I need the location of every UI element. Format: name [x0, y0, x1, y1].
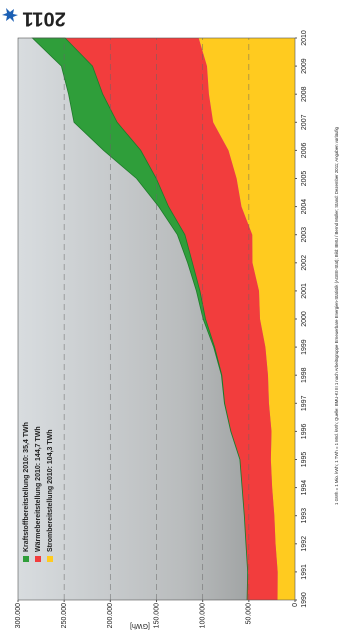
- y-tick-label: 50.000: [246, 603, 253, 625]
- x-tick-label: 2005: [301, 171, 308, 187]
- area: [65, 38, 278, 600]
- y-axis-label: [GWh]: [130, 622, 150, 629]
- x-tick-label: 1996: [301, 424, 308, 440]
- y-tick-label: 150.000: [153, 603, 160, 628]
- x-tick-label: 1993: [301, 508, 308, 524]
- footnote: 1 GWh = 1 Mio. kWh; 1 TWh = 1 Mrd. kWh; …: [334, 126, 339, 505]
- x-tick-label: 1999: [301, 339, 308, 355]
- x-tick-label: 2004: [301, 199, 308, 215]
- x-tick-label: 2001: [301, 283, 308, 299]
- legend-label: Kraftstoffbereitstellung 2010: 35,4 TWh: [23, 422, 30, 552]
- legend-label: Strombereitstellung 2010: 104,3 TWh: [47, 429, 54, 552]
- x-tick-label: 2002: [301, 255, 308, 271]
- x-tick-label: 2010: [301, 30, 308, 46]
- y-tick-label: 0: [292, 603, 299, 607]
- x-tick-label: 2003: [301, 227, 308, 243]
- x-tick-label: 1997: [301, 395, 308, 411]
- y-tick-label: 100.000: [200, 603, 207, 628]
- legend-swatch: [47, 556, 53, 562]
- y-tick-label: 300.000: [15, 603, 22, 628]
- area: [198, 38, 295, 600]
- x-tick-label: 1991: [301, 564, 308, 580]
- y-tick-label: 200.000: [107, 603, 114, 628]
- x-tick-label: 1990: [301, 592, 308, 608]
- x-tick-label: 1995: [301, 452, 308, 468]
- x-tick-label: 1998: [301, 367, 308, 383]
- x-tick-label: 2007: [301, 114, 308, 130]
- legend-swatch: [23, 556, 29, 562]
- x-tick-label: 1992: [301, 536, 308, 552]
- x-tick-label: 1994: [301, 480, 308, 496]
- x-tick-label: 2000: [301, 311, 308, 327]
- star-logo: [2, 8, 18, 22]
- y-tick-label: 250.000: [61, 603, 68, 628]
- chart-title: 2011: [22, 8, 65, 30]
- x-tick-label: 2009: [301, 58, 308, 74]
- legend-label: Wärmebereitstellung 2010: 144,7 TWh: [35, 426, 42, 552]
- x-tick-label: 2008: [301, 86, 308, 102]
- x-tick-label: 2006: [301, 143, 308, 159]
- legend-swatch: [35, 556, 41, 562]
